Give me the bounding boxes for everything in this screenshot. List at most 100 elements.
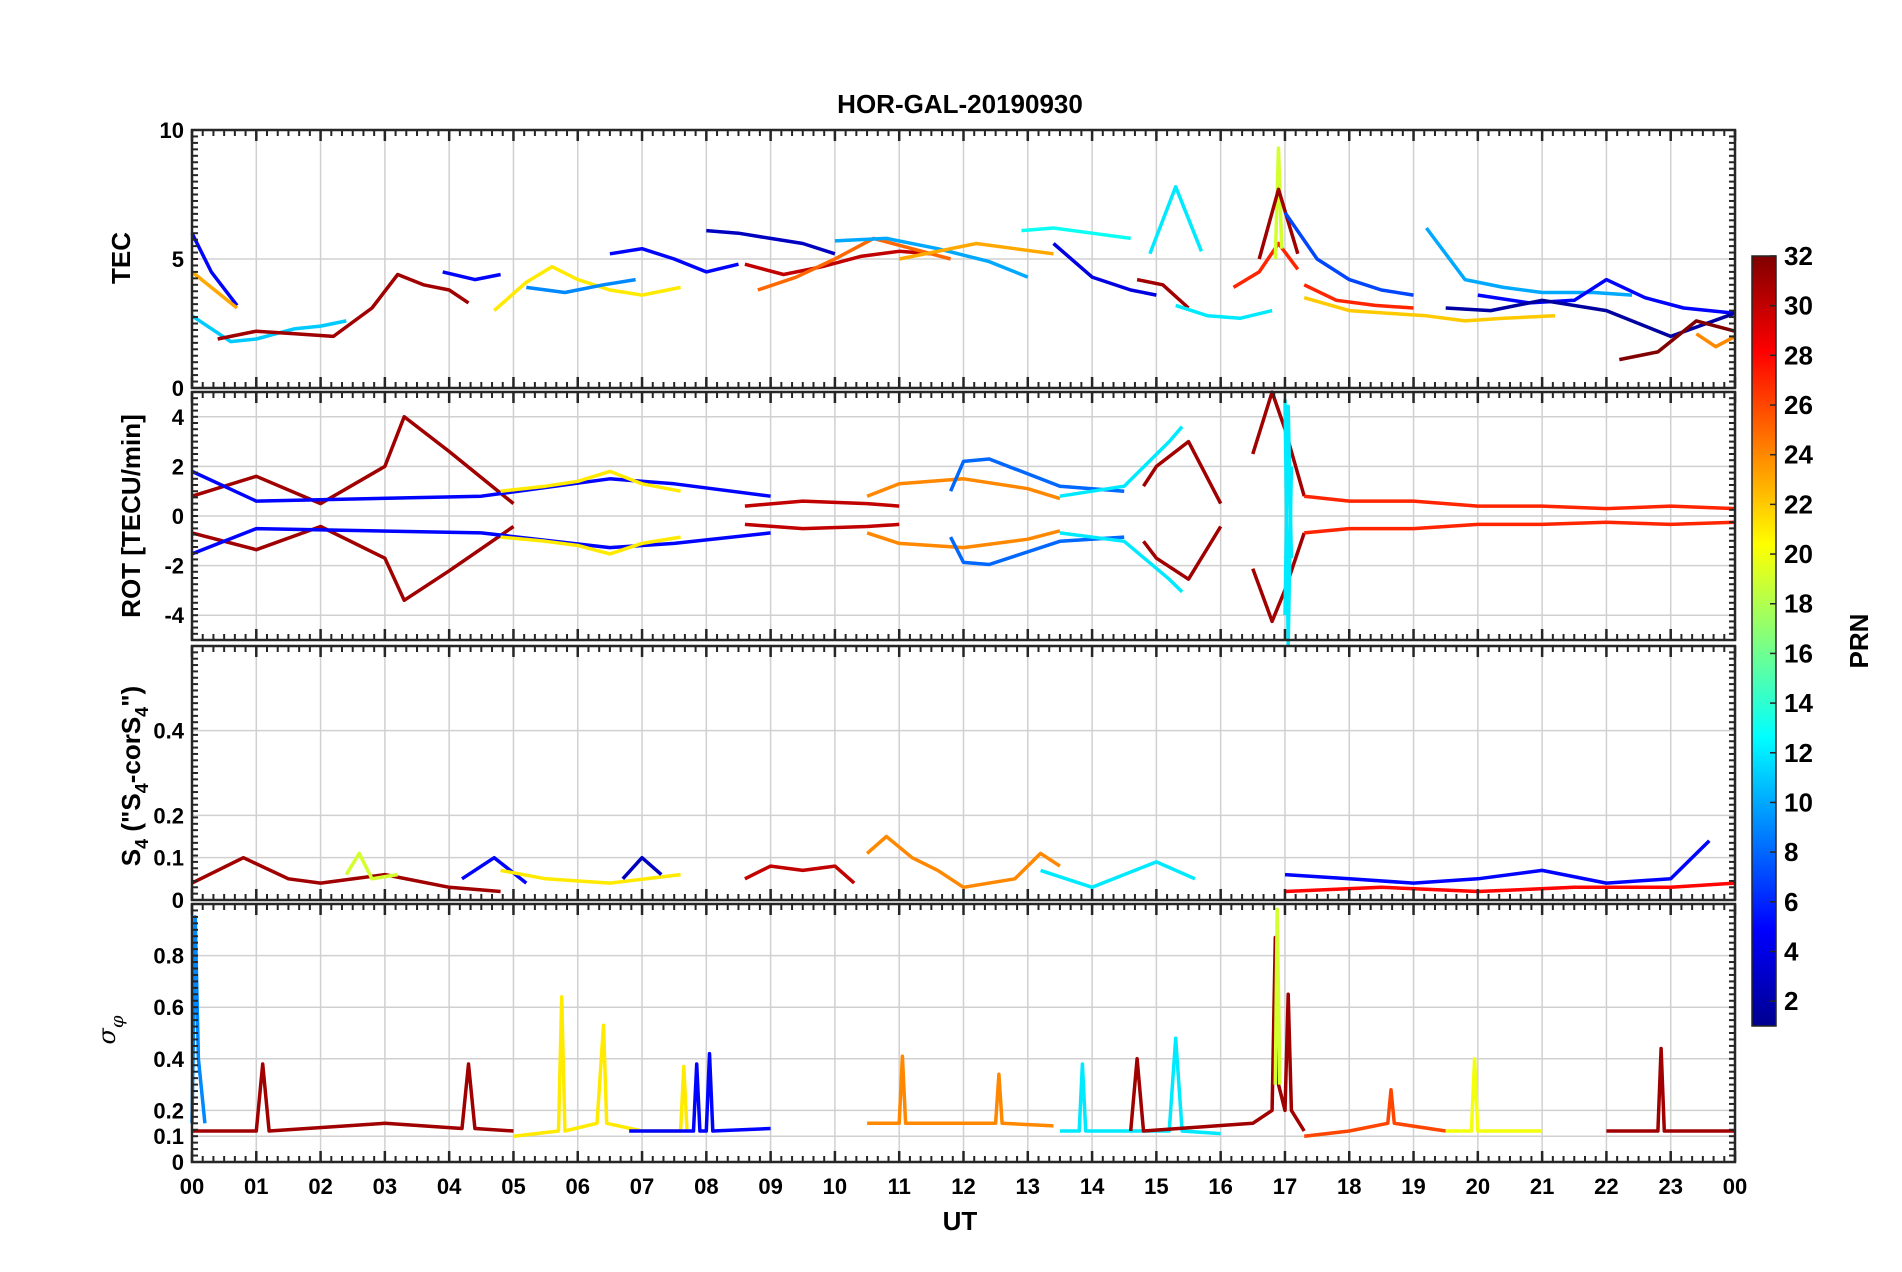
series-prn-11 — [191, 314, 347, 344]
series-prn-5 — [629, 1051, 771, 1133]
series-prn-27 — [1303, 283, 1414, 310]
colorbar-tick-label: 8 — [1784, 837, 1798, 867]
colorbar-tick-label: 20 — [1784, 539, 1813, 569]
series-prn-28 — [1284, 881, 1736, 894]
x-tick-label: 22 — [1594, 1174, 1618, 1199]
series-prn-5-negative — [191, 526, 771, 556]
y-tick-label: 0.8 — [153, 944, 184, 969]
series-prn-30 — [744, 249, 932, 277]
series-prn-24-negative — [866, 529, 1061, 550]
series-prn-13 — [1021, 226, 1131, 241]
series-prn-5 — [609, 246, 739, 274]
colorbar-tick-label: 22 — [1784, 489, 1813, 519]
y-tick-label: 0 — [172, 1150, 184, 1175]
series-prn-24 — [866, 477, 1061, 501]
y-tick-label: 0.2 — [153, 1098, 184, 1123]
series-prn-22 — [1303, 296, 1556, 323]
y-tick-label: 0.4 — [153, 1047, 184, 1072]
x-tick-label: 07 — [630, 1174, 654, 1199]
s4-ylabel-mid: ("S — [116, 793, 146, 839]
colorbar-tick-label: 14 — [1784, 688, 1813, 718]
colorbar-tick-label: 12 — [1784, 738, 1813, 768]
series-prn-5 — [1284, 839, 1711, 885]
series-prn-32 — [1618, 319, 1736, 362]
series-prn-23 — [898, 241, 1054, 261]
series-prn-31 — [1257, 187, 1300, 260]
series-prn-19 — [1273, 907, 1282, 1085]
x-tick-label: 04 — [437, 1174, 462, 1199]
y-tick-label: -4 — [164, 603, 184, 628]
panel-1-frame — [190, 128, 1737, 390]
series-prn-31 — [1606, 1046, 1735, 1133]
y-tick-label: 0 — [172, 888, 184, 913]
x-tick-label: 23 — [1658, 1174, 1682, 1199]
y-tick-label: 0.1 — [153, 1124, 184, 1149]
series-prn-30-negative — [744, 522, 900, 531]
series-prn-5 — [191, 469, 771, 503]
s4-ylabel-s: S — [116, 849, 146, 866]
x-tick-label: 03 — [373, 1174, 397, 1199]
series-prn-21 — [500, 868, 681, 885]
colorbar-label: PRN — [1844, 614, 1874, 669]
s4-ylabel-sub2: 4 — [132, 783, 152, 793]
x-tick-label: 00 — [1723, 1174, 1747, 1199]
series-prn-7 — [1283, 211, 1414, 297]
series-prn-3 — [706, 228, 836, 256]
x-tick-label: 02 — [308, 1174, 332, 1199]
y-tick-label: 4 — [172, 405, 185, 430]
s4-ylabel-mid2: -corS — [116, 717, 146, 783]
series-prn-5 — [190, 232, 239, 307]
colorbar-tick-label: 10 — [1784, 787, 1813, 817]
y-tick-label: 5 — [172, 247, 184, 272]
y-tick-label: 2 — [172, 454, 184, 479]
series-prn-31 — [217, 272, 470, 341]
series-prn-21 — [493, 264, 681, 312]
x-tick-label: 21 — [1530, 1174, 1554, 1199]
series-prn-19 — [1273, 146, 1284, 260]
s4-ylabel-end: ") — [116, 686, 146, 707]
x-tick-label: 05 — [501, 1174, 525, 1199]
rot-ylabel: ROT [TECU/min] — [116, 414, 146, 618]
series-prn-31-negative — [1251, 532, 1306, 624]
y-tick-label: 10 — [160, 118, 184, 143]
panel-3-frame — [190, 644, 1737, 902]
series-prn-20 — [1445, 1057, 1543, 1133]
series-prn-23 — [190, 270, 239, 310]
y-tick-label: 0.1 — [153, 846, 184, 871]
x-tick-label: 06 — [566, 1174, 590, 1199]
series-prn-12-negative — [1283, 404, 1294, 616]
series-prn-27 — [1232, 241, 1300, 289]
y-tick-label: 0 — [172, 376, 184, 401]
panel-2-frame — [190, 390, 1737, 642]
y-tick-label: 0 — [172, 504, 184, 529]
series-prn-12-negative — [1059, 531, 1184, 594]
series-prn-31 — [192, 1062, 514, 1133]
colorbar-gradient — [1751, 255, 1777, 1027]
series-prn-31 — [191, 855, 501, 894]
x-tick-label: 09 — [758, 1174, 782, 1199]
x-tick-label: 12 — [951, 1174, 975, 1199]
panel-2: -4 -2 0 2 4 — [164, 390, 1737, 647]
series-prn-31 — [1251, 390, 1306, 497]
colorbar-tick-label: 18 — [1784, 589, 1813, 619]
series-prn-12 — [1040, 860, 1196, 890]
series-prn-21 — [500, 469, 681, 493]
series-prn-12 — [1175, 303, 1273, 321]
x-tick-label: 01 — [244, 1174, 268, 1199]
colorbar-tick-label: 2 — [1784, 986, 1798, 1016]
tec-ylabel: TEC — [106, 232, 136, 284]
y-tick-label: 0.4 — [153, 719, 184, 744]
sigma-ylabel-main: σ — [93, 1028, 121, 1045]
series-prn-26 — [1303, 1088, 1446, 1138]
colorbar-tick-label: 26 — [1784, 390, 1813, 420]
series-prn-12 — [1059, 1036, 1221, 1136]
x-tick-label: 10 — [823, 1174, 847, 1199]
x-tick-label: 13 — [1016, 1174, 1040, 1199]
colorbar-tick-label: 28 — [1784, 340, 1813, 370]
series-prn-27 — [1304, 494, 1736, 511]
y-tick-label: 0.2 — [153, 803, 184, 828]
series-prn-21 — [513, 995, 689, 1138]
series-prn-24 — [867, 1054, 1054, 1128]
series-prn-24 — [865, 834, 1061, 890]
